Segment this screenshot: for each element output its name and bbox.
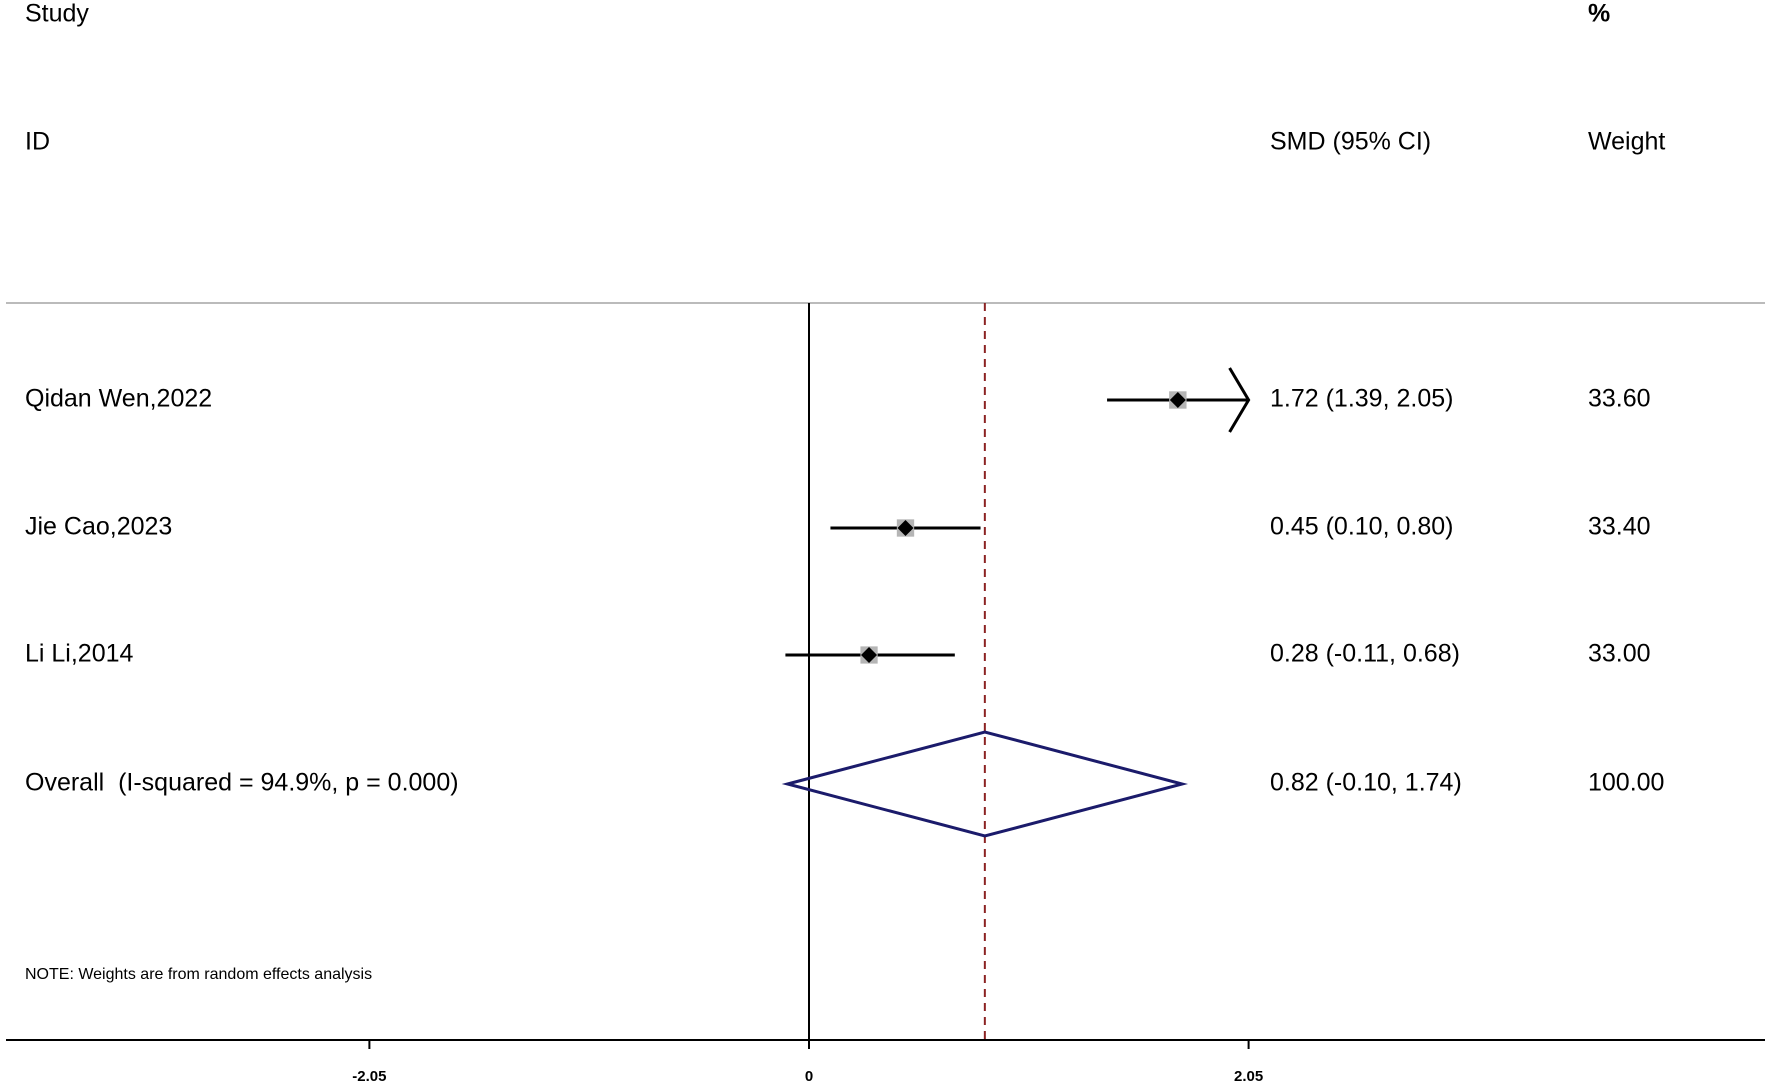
header-weight: Weight (1588, 128, 1665, 156)
study-label: Qidan Wen,2022 (25, 385, 212, 413)
ci-label: 1.72 (1.39, 2.05) (1270, 385, 1453, 413)
study-label: Li Li,2014 (25, 640, 134, 668)
ci-label: 0.28 (-0.11, 0.68) (1270, 640, 1460, 668)
overall-label: Overall (I-squared = 94.9%, p = 0.000) (25, 769, 459, 797)
x-tick-label: 0 (805, 1068, 813, 1085)
note: NOTE: Weights are from random effects an… (25, 966, 372, 983)
point-estimate (861, 647, 878, 663)
point-estimate (1169, 392, 1186, 408)
weight-label: 33.00 (1588, 640, 1651, 668)
x-tick-label: 2.05 (1234, 1068, 1263, 1085)
header-id: ID (25, 128, 50, 156)
point-estimate (897, 520, 914, 536)
study-label: Jie Cao,2023 (25, 513, 172, 541)
weight-label: 33.60 (1588, 385, 1651, 413)
overall-ci-label: 0.82 (-0.10, 1.74) (1270, 769, 1462, 797)
ci-arrow (1228, 367, 1251, 433)
ci-label: 0.45 (0.10, 0.80) (1270, 513, 1453, 541)
header-weight-unit: % (1588, 0, 1610, 28)
header-study: Study (25, 0, 89, 28)
weight-label: 33.40 (1588, 513, 1651, 541)
header-estimate: SMD (95% CI) (1270, 128, 1431, 156)
overall-diamond (781, 730, 1189, 838)
overall-weight-label: 100.00 (1588, 769, 1664, 797)
x-tick-label: -2.05 (352, 1068, 386, 1085)
